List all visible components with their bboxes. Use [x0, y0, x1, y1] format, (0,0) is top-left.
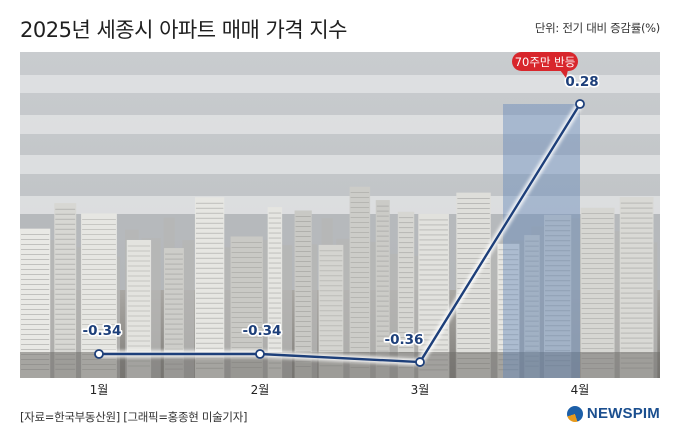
building-near	[456, 192, 491, 378]
callout-bubble	[512, 52, 578, 71]
grid-band-2	[20, 115, 660, 134]
source-credit: [자료=한국부동산원] [그래픽=홍종현 미술기자]	[20, 410, 248, 424]
buildings	[20, 186, 658, 378]
building-body	[580, 207, 615, 378]
x-tick-label-4: 4월	[571, 383, 590, 397]
callout-text: 70주만 반등	[515, 55, 576, 69]
callout-tail	[560, 70, 568, 78]
logo-icon	[566, 405, 583, 422]
series-line	[99, 103, 582, 364]
building-body	[375, 200, 390, 378]
building-near	[194, 197, 225, 378]
x-tick-label-3: 3월	[411, 383, 430, 397]
building-near	[349, 186, 371, 378]
building-body	[164, 248, 184, 378]
building-near	[544, 214, 572, 378]
newspim-logo: NEWSPIM	[566, 405, 660, 422]
building-body	[194, 197, 225, 378]
building-body	[349, 186, 371, 378]
data-label-1: -0.34	[83, 323, 122, 339]
logo-text: NEWSPIM	[586, 405, 660, 422]
grid-band-1	[20, 75, 660, 93]
building-body	[294, 210, 312, 378]
building-near	[619, 197, 654, 378]
building-near	[54, 203, 77, 378]
building-near	[524, 235, 540, 378]
data-point-3	[415, 357, 425, 367]
highlight-column	[503, 104, 580, 378]
building-body	[497, 243, 520, 378]
photo-background	[20, 52, 660, 378]
data-label-2: -0.34	[243, 323, 282, 339]
grid-band-4	[20, 196, 660, 214]
building-body	[456, 192, 491, 378]
data-point-2	[255, 349, 265, 359]
building-near	[580, 207, 615, 378]
grid-band-3	[20, 155, 660, 174]
data-label-3: -0.36	[385, 332, 424, 348]
chart-title: 2025년 세종시 아파트 매매 가격 지수	[20, 18, 347, 42]
annotation-callout: 70주만 반등	[512, 52, 578, 78]
building-body	[397, 211, 415, 378]
unit-label: 단위: 전기 대비 증감률(%)	[534, 21, 660, 35]
building-body	[619, 197, 654, 378]
building-far	[182, 240, 195, 378]
x-tick-label-1: 1월	[90, 383, 109, 397]
building-body	[267, 207, 283, 378]
building-near	[375, 200, 390, 378]
data-point-4	[575, 99, 585, 109]
data-point-1	[94, 349, 104, 359]
data-label-4: 0.28	[565, 74, 598, 90]
x-tick-label-2: 2월	[251, 383, 270, 397]
